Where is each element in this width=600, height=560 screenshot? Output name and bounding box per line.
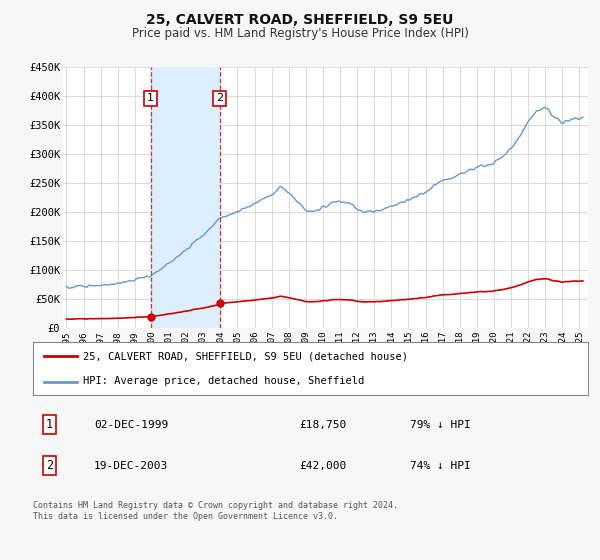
Text: 1: 1 — [46, 418, 53, 431]
Text: 2: 2 — [46, 459, 53, 472]
Text: 79% ↓ HPI: 79% ↓ HPI — [410, 419, 471, 430]
Text: Contains HM Land Registry data © Crown copyright and database right 2024.
This d: Contains HM Land Registry data © Crown c… — [33, 501, 398, 521]
Text: 74% ↓ HPI: 74% ↓ HPI — [410, 461, 471, 471]
Bar — [151, 67, 220, 328]
Text: 19-DEC-2003: 19-DEC-2003 — [94, 461, 168, 471]
Text: 25, CALVERT ROAD, SHEFFIELD, S9 5EU (detached house): 25, CALVERT ROAD, SHEFFIELD, S9 5EU (det… — [83, 352, 408, 362]
Text: Price paid vs. HM Land Registry's House Price Index (HPI): Price paid vs. HM Land Registry's House … — [131, 27, 469, 40]
Text: 02-DEC-1999: 02-DEC-1999 — [94, 419, 168, 430]
Text: 1: 1 — [147, 94, 154, 104]
Text: £42,000: £42,000 — [299, 461, 347, 471]
Text: HPI: Average price, detached house, Sheffield: HPI: Average price, detached house, Shef… — [83, 376, 364, 386]
Text: 25, CALVERT ROAD, SHEFFIELD, S9 5EU: 25, CALVERT ROAD, SHEFFIELD, S9 5EU — [146, 13, 454, 27]
Text: 2: 2 — [216, 94, 223, 104]
Text: £18,750: £18,750 — [299, 419, 347, 430]
